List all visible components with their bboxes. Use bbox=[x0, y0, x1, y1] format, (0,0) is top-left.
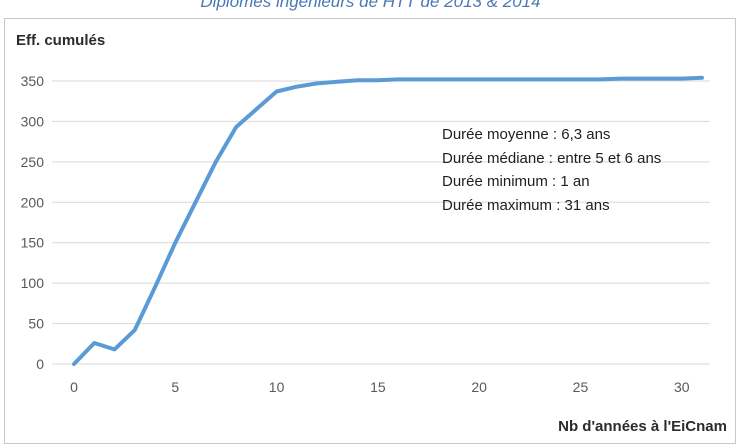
chart-title: Diplômes ingénieurs de HTT de 2013 & 201… bbox=[200, 0, 541, 11]
x-tick-label: 5 bbox=[171, 379, 179, 395]
y-axis-label: Eff. cumulés bbox=[16, 32, 106, 49]
series-group bbox=[72, 75, 704, 366]
series-line bbox=[72, 75, 704, 366]
y-tick-labels: 0 50 100 150 200 250 300 350 bbox=[21, 73, 45, 372]
x-tick-label: 20 bbox=[471, 379, 487, 395]
y-tick-label: 300 bbox=[21, 113, 45, 129]
chart-frame bbox=[4, 18, 736, 444]
annotation-line: Durée médiane : entre 5 et 6 ans bbox=[442, 149, 662, 167]
x-tick-label: 15 bbox=[370, 379, 386, 395]
y-tick-label: 150 bbox=[21, 235, 45, 251]
y-tick-label: 350 bbox=[21, 73, 45, 89]
x-tick-label: 0 bbox=[70, 379, 78, 395]
annotation-line: Durée moyenne : 6,3 ans bbox=[442, 126, 611, 143]
x-tick-label: 25 bbox=[573, 379, 589, 395]
y-tick-label: 50 bbox=[28, 316, 44, 332]
y-tick-label: 200 bbox=[21, 194, 45, 210]
annotation-line: Durée minimum : 1 an bbox=[442, 173, 590, 190]
x-tick-label: 10 bbox=[269, 379, 285, 395]
y-tick-label: 100 bbox=[21, 275, 45, 291]
x-tick-label: 30 bbox=[674, 379, 690, 395]
stats-annotation: Durée moyenne : 6,3 ans Durée médiane : … bbox=[442, 123, 661, 217]
x-axis-label: Nb d'années à l'EiCnam bbox=[558, 418, 727, 435]
y-tick-label: 0 bbox=[36, 356, 44, 372]
annotation-line: Durée maximum : 31 ans bbox=[442, 196, 610, 214]
y-tick-label: 250 bbox=[21, 154, 45, 170]
x-tick-labels: 0 5 10 15 20 25 30 bbox=[70, 379, 690, 395]
grid-lines bbox=[52, 80, 710, 365]
